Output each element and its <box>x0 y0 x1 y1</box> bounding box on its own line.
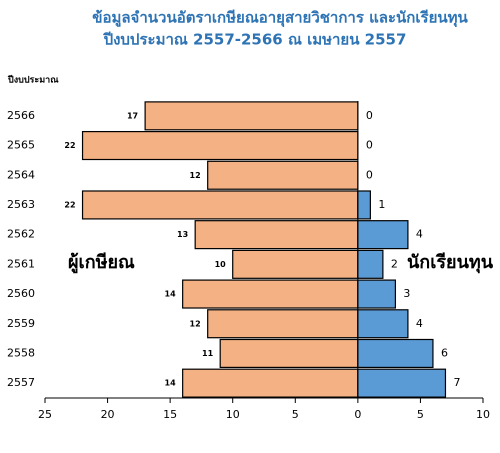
bar <box>182 279 359 309</box>
value-label: 6 <box>441 346 448 359</box>
x-tick-label: 15 <box>163 408 177 421</box>
bar <box>207 309 359 339</box>
x-tick-label: 20 <box>101 408 115 421</box>
x-tick-label: 10 <box>226 408 240 421</box>
x-tick-label: 10 <box>476 408 490 421</box>
series-label: ผู้เกษียณ <box>68 252 135 274</box>
y-tick-label: 2562 <box>7 228 35 241</box>
value-label: 7 <box>453 376 460 389</box>
series-label: นักเรียนทุน <box>407 252 494 274</box>
value-label: 12 <box>190 171 201 180</box>
value-label: 3 <box>403 287 410 300</box>
value-label: 11 <box>202 349 214 358</box>
bar <box>357 368 447 398</box>
value-label: 12 <box>190 319 201 328</box>
value-label: 0 <box>366 139 373 152</box>
chart-title: ข้อมูลจำนวนอัตราเกษียณอายุสายวิชาการ และ… <box>92 9 468 28</box>
y-axis-label: ปีงบประมาณ <box>7 75 59 86</box>
value-label: 10 <box>215 260 227 269</box>
bar <box>219 338 359 369</box>
bar <box>357 220 409 250</box>
bar <box>357 249 384 279</box>
bar <box>207 160 359 190</box>
x-tick-label: 25 <box>38 408 52 421</box>
value-label: 13 <box>177 230 188 239</box>
bar <box>357 190 371 220</box>
value-label: 1 <box>378 198 385 211</box>
value-label: 14 <box>165 379 177 388</box>
value-label: 0 <box>366 168 373 181</box>
value-label: 2 <box>391 257 398 270</box>
y-tick-label: 2557 <box>7 376 35 389</box>
value-label: 22 <box>64 200 75 209</box>
value-label: 4 <box>416 317 423 330</box>
bar <box>357 338 434 369</box>
bar <box>357 279 397 309</box>
bar <box>144 101 359 131</box>
y-tick-label: 2564 <box>7 168 35 181</box>
value-label: 22 <box>64 141 75 150</box>
y-tick-label: 2560 <box>7 287 35 300</box>
x-tick-label: 0 <box>354 408 361 421</box>
bar <box>232 249 359 279</box>
bar <box>81 130 359 161</box>
y-tick-label: 2563 <box>7 198 35 211</box>
y-tick-label: 2559 <box>7 317 35 330</box>
x-tick-label: 5 <box>292 408 299 421</box>
value-label: 17 <box>127 111 138 120</box>
y-tick-label: 2561 <box>7 257 35 270</box>
value-label: 14 <box>165 290 177 299</box>
bar <box>81 190 359 220</box>
value-label: 4 <box>416 228 423 241</box>
x-tick-label: 5 <box>417 408 424 421</box>
y-tick-label: 2565 <box>7 139 35 152</box>
y-tick-label: 2558 <box>7 346 35 359</box>
chart-subtitle: ปีงบประมาณ 2557-2566 ณ เมษายน 2557 <box>103 31 407 49</box>
y-tick-label: 2566 <box>7 109 35 122</box>
value-label: 0 <box>366 109 373 122</box>
bar <box>194 220 359 250</box>
bar <box>182 368 359 398</box>
bar <box>357 309 409 339</box>
